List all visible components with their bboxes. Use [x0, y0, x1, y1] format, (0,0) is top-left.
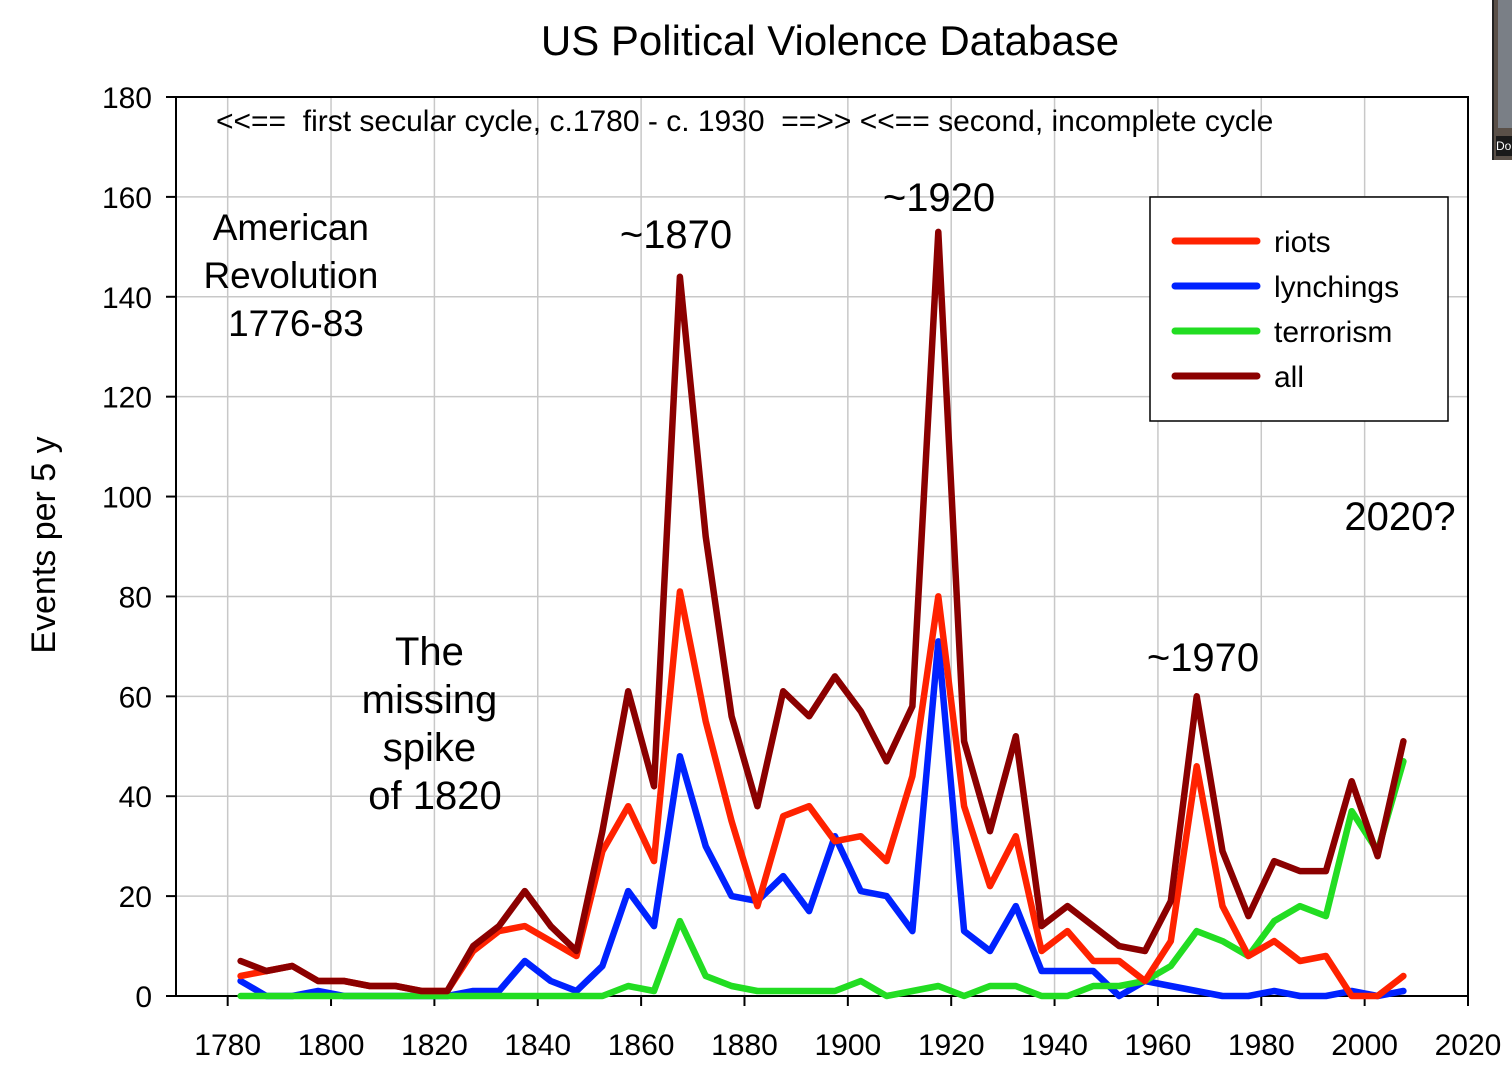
y-tick-label: 160 — [102, 182, 152, 215]
y-tick-label: 60 — [119, 681, 152, 714]
annotation-american-revolution: American Revolution 1776-83 — [203, 207, 388, 344]
annotation-line: missing — [362, 678, 498, 722]
axis-ticks: 1780 1800 1820 1840 1860 1880 1900 1920 1940 1960… — [102, 82, 1501, 1062]
x-tick-label: 1800 — [298, 1029, 365, 1062]
y-tick-label: 120 — [102, 382, 152, 415]
x-tick-label: 1980 — [1228, 1029, 1295, 1062]
y-axis-label: Events per 5 y — [25, 436, 63, 653]
webcam-label: Do — [1496, 136, 1512, 156]
y-tick-label: 80 — [119, 581, 152, 614]
legend-label-all: all — [1274, 361, 1304, 394]
annotation-missing-spike: The missing spike of 1820 — [362, 630, 509, 818]
y-tick-label: 100 — [102, 482, 152, 515]
x-tick-label: 1780 — [194, 1029, 261, 1062]
x-tick-label: 1860 — [608, 1029, 675, 1062]
chart-title: US Political Violence Database — [541, 17, 1119, 64]
x-tick-label: 1840 — [504, 1029, 571, 1062]
legend: riots lynchings terrorism all — [1149, 196, 1449, 422]
y-tick-label: 40 — [119, 781, 152, 814]
annotation-line: Revolution — [203, 255, 378, 296]
plot-frame — [175, 96, 1469, 997]
x-tick-label: 2020 — [1435, 1029, 1502, 1062]
annotation-1920: ~1920 — [883, 176, 995, 220]
annotation-line: spike — [383, 726, 476, 770]
legend-label-riots: riots — [1274, 226, 1331, 259]
x-tick-label: 1960 — [1125, 1029, 1192, 1062]
legend-box — [1149, 196, 1449, 422]
x-tick-label: 1880 — [711, 1029, 778, 1062]
annotation-2020: 2020? — [1344, 495, 1455, 539]
annotation-1870: ~1870 — [620, 213, 732, 257]
x-tick-label: 1820 — [401, 1029, 468, 1062]
annotation-line: American — [213, 207, 369, 248]
x-tick-label: 1900 — [814, 1029, 881, 1062]
legend-label-lynchings: lynchings — [1274, 271, 1399, 304]
annotation-line: of 1820 — [368, 774, 501, 818]
annotation-line: 1776-83 — [228, 303, 364, 344]
y-tick-label: 180 — [102, 82, 152, 115]
legend-label-terrorism: terrorism — [1274, 316, 1392, 349]
series-line-terrorism — [237, 758, 1407, 1000]
x-tick-label: 1940 — [1021, 1029, 1088, 1062]
webcam-video — [1498, 0, 1512, 128]
annotation-line: The — [395, 630, 464, 674]
webcam-thumbnail: Do — [1492, 0, 1512, 160]
y-tick-label: 0 — [135, 981, 152, 1014]
series-line-all — [237, 228, 1407, 995]
series-group — [237, 228, 1407, 1000]
annotation-cycles: <<== first secular cycle, c.1780 - c. 19… — [216, 105, 1273, 138]
y-tick-label: 20 — [119, 881, 152, 914]
y-tick-label: 140 — [102, 282, 152, 315]
x-tick-label: 2000 — [1331, 1029, 1398, 1062]
x-tick-label: 1920 — [918, 1029, 985, 1062]
annotation-1970: ~1970 — [1147, 636, 1259, 680]
